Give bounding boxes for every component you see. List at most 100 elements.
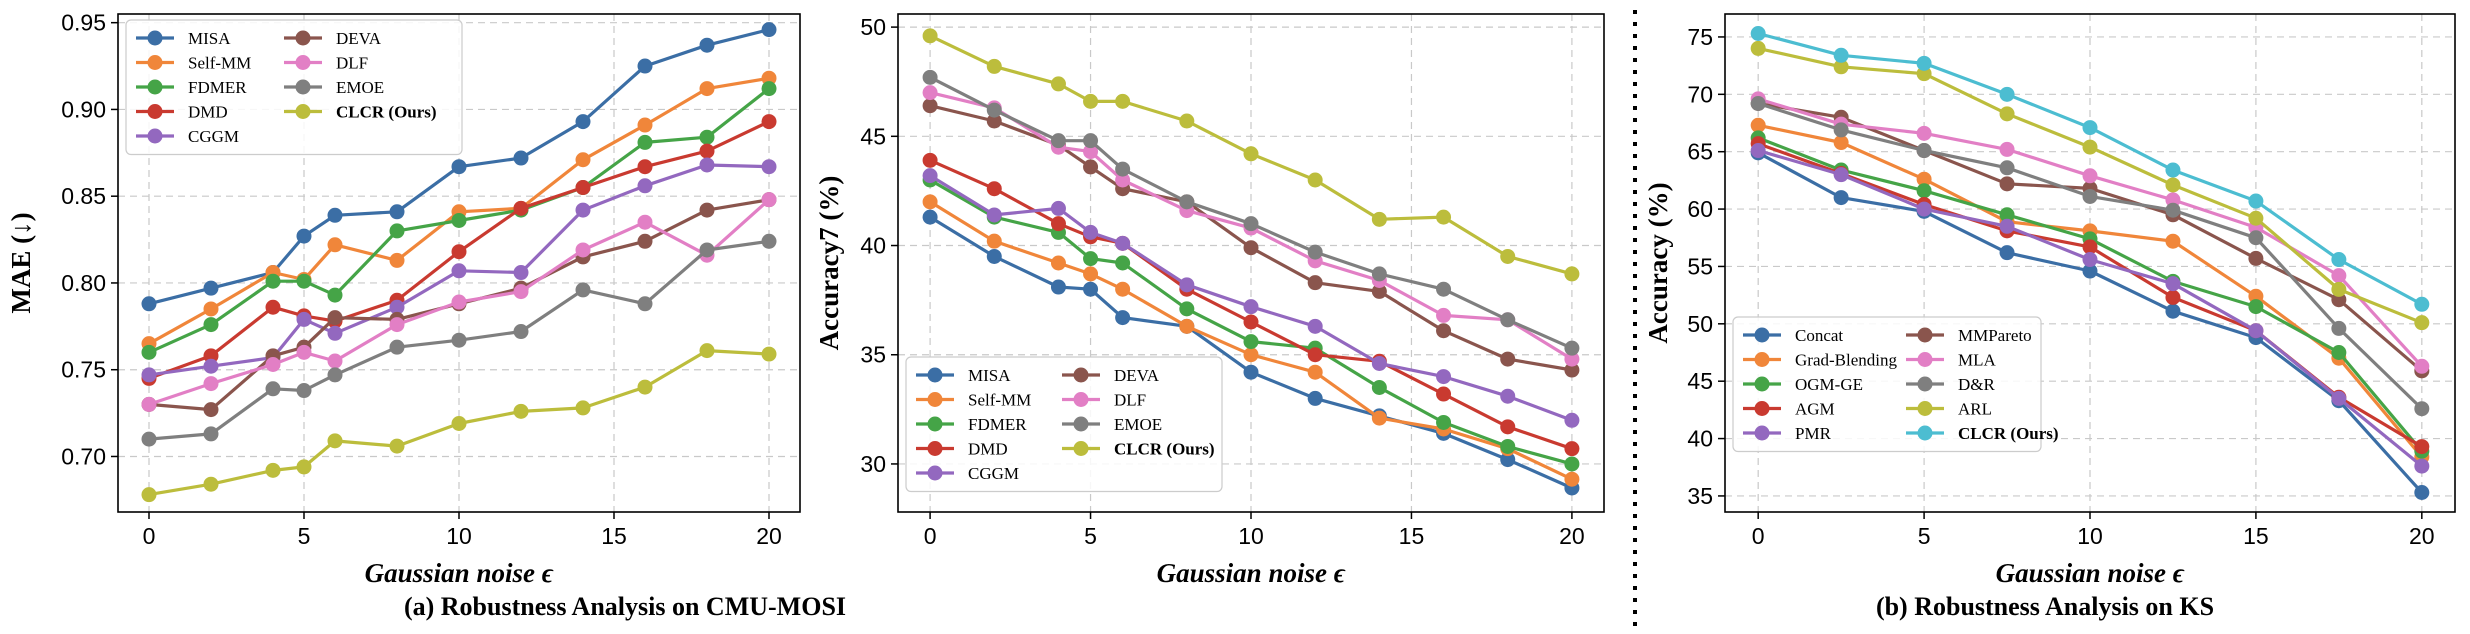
data-point (1371, 355, 1387, 371)
data-point (2414, 401, 2430, 417)
y-tick-label: 35 (860, 342, 886, 368)
data-point (986, 58, 1002, 74)
legend-label: AGM (1795, 400, 1835, 419)
data-point (1916, 66, 1932, 82)
data-point (1083, 266, 1099, 282)
y-tick-label: 35 (1687, 483, 1713, 509)
data-point (203, 317, 219, 333)
legend-swatch-marker (1917, 352, 1933, 367)
data-point (1243, 334, 1259, 350)
data-point (203, 376, 219, 392)
data-point (265, 357, 281, 373)
legend-label: DLF (1114, 391, 1146, 410)
legend-swatch-marker (1754, 327, 1770, 343)
series-mla (1750, 91, 2430, 374)
data-point (203, 426, 219, 442)
legend-item: MLA (1906, 351, 1997, 370)
panel-mae: 0 5 10 15 20 0.70 0.75 0.80 0.85 0.90 0.95 Gaussian… (6, 10, 801, 588)
data-point (2165, 192, 2181, 208)
data-point (2414, 458, 2430, 474)
data-point (389, 204, 405, 220)
data-point (1307, 172, 1323, 188)
data-point (451, 416, 467, 432)
data-point (699, 143, 715, 159)
legend-swatch-marker (295, 104, 311, 119)
data-point (1916, 55, 1932, 71)
data-point (637, 178, 653, 194)
x-tick-label: 0 (1752, 523, 1765, 549)
series-line (929, 91, 1573, 361)
legend-swatch-marker (295, 30, 311, 46)
plot-frame (897, 13, 1605, 513)
data-point (1999, 245, 2015, 261)
data-point (1050, 76, 1066, 92)
data-point (1564, 456, 1580, 472)
legend-label: Self-MM (968, 391, 1031, 410)
data-point (1115, 310, 1131, 326)
legend-swatch-marker (927, 441, 943, 456)
y-tick-label: 55 (1687, 253, 1713, 279)
y-tick-label: 0.85 (61, 183, 106, 209)
data-point (1115, 255, 1131, 271)
data-point (1564, 340, 1580, 356)
legend-label: MLA (1958, 351, 1997, 370)
data-point (761, 192, 777, 208)
data-point (1371, 380, 1387, 395)
data-point (141, 344, 157, 360)
data-point (1371, 283, 1387, 299)
legend-swatch-marker (927, 392, 943, 407)
data-point (1243, 347, 1259, 363)
legend-swatch-marker (1917, 327, 1933, 343)
data-point (327, 287, 343, 303)
data-point (203, 358, 219, 374)
data-point (986, 233, 1002, 249)
legend-swatch-marker (927, 367, 943, 383)
plot-frame (1724, 13, 2456, 513)
data-point (1564, 441, 1580, 457)
data-point (1179, 277, 1195, 293)
legend-swatch-marker (927, 465, 943, 481)
series-emoe (141, 233, 777, 447)
data-point (637, 58, 653, 74)
data-point (1833, 122, 1849, 138)
data-point (637, 117, 653, 133)
data-point (2331, 345, 2347, 361)
y-tick-label: 65 (1687, 139, 1713, 165)
data-point (389, 223, 405, 239)
data-point (1916, 183, 1932, 199)
data-point (2248, 323, 2264, 339)
data-point (2414, 439, 2430, 455)
legend-item: Grad-Blending (1743, 351, 1897, 370)
data-point (637, 159, 653, 175)
data-point (986, 207, 1002, 223)
y-axis-label: MAE (↓) (6, 212, 36, 313)
legend-swatch-marker (1917, 425, 1933, 441)
data-point (1050, 200, 1066, 216)
legend-label: MISA (968, 366, 1011, 385)
data-point (2082, 120, 2098, 136)
y-tick-label: 60 (1687, 196, 1713, 222)
data-point (2165, 276, 2181, 292)
legend-label: DEVA (1114, 366, 1160, 385)
data-point (1750, 117, 1766, 133)
series-fdmer (922, 172, 1580, 472)
series-emoe (922, 69, 1580, 356)
series-d-r (1750, 96, 2430, 417)
panel-ks: 0 5 10 15 20 35 40 45 50 55 60 65 70 75 Gaussian noise… (1643, 13, 2456, 588)
data-point (327, 325, 343, 341)
legend-label: OGM-GE (1795, 375, 1863, 394)
data-point (1083, 133, 1099, 149)
x-tick-label: 0 (143, 523, 156, 549)
data-point (2248, 210, 2264, 226)
legend-swatch-marker (1073, 367, 1089, 383)
legend-item: DEVA (1062, 366, 1160, 385)
data-point (1050, 255, 1066, 271)
legend-item: FDMER (916, 415, 1027, 434)
x-axis-label: Gaussian noise ϵ (365, 558, 554, 588)
series-line (148, 198, 771, 406)
legend-swatch-marker (927, 416, 943, 432)
data-point (296, 311, 312, 327)
data-point (513, 265, 529, 281)
data-point (1371, 410, 1387, 426)
series-line (929, 178, 1573, 466)
